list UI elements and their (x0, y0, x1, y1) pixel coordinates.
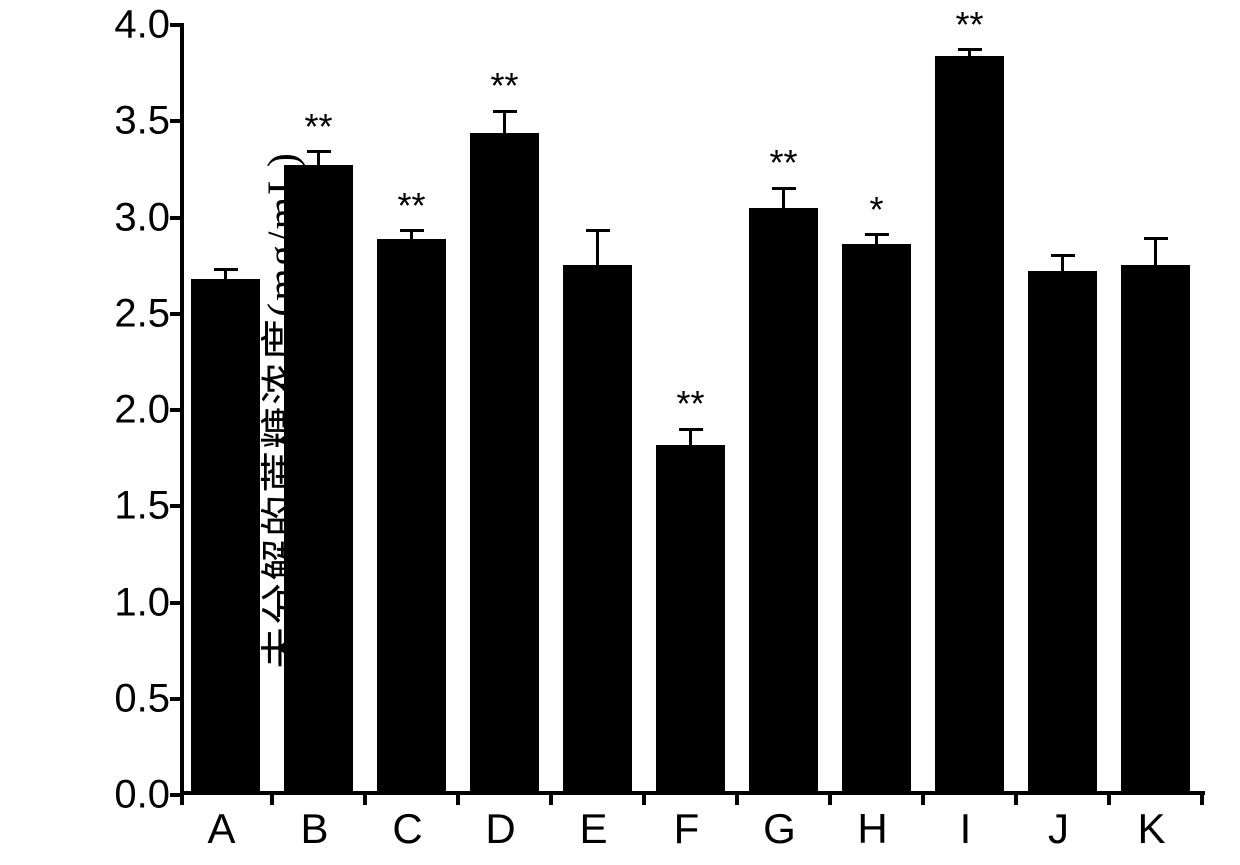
error-bar-cap (865, 233, 889, 236)
x-tick-label: H (857, 805, 887, 853)
significance-label: ** (304, 106, 332, 148)
y-tick-mark (170, 119, 184, 123)
significance-label: ** (676, 383, 704, 425)
error-bar-cap (958, 48, 982, 51)
bar (842, 244, 911, 791)
y-tick-mark (170, 504, 184, 508)
x-tick-label: B (300, 805, 328, 853)
bar (1121, 265, 1190, 791)
x-tick-mark (270, 791, 274, 805)
error-bar-stem (782, 188, 785, 207)
x-tick-mark (1200, 791, 1204, 805)
error-bar-stem (503, 111, 506, 132)
x-tick-label: I (960, 805, 972, 853)
y-tick-mark (170, 697, 184, 701)
error-bar-cap (586, 229, 610, 232)
plot-area: ************* (180, 25, 1205, 795)
significance-label: ** (490, 65, 518, 107)
bar (284, 165, 353, 791)
significance-label: * (869, 189, 883, 231)
y-tick-label: 0.5 (90, 676, 170, 721)
x-tick-mark (642, 791, 646, 805)
bar-chart: 未分解的蔗糖浓度(mg/mL) ************* (0, 0, 1240, 865)
bar (656, 445, 725, 792)
bar (749, 208, 818, 791)
error-bar-cap (214, 268, 238, 271)
x-tick-label: F (674, 805, 700, 853)
y-tick-label: 3.5 (90, 99, 170, 144)
bar (470, 133, 539, 791)
y-tick-label: 1.5 (90, 484, 170, 529)
significance-label: ** (955, 4, 983, 46)
significance-label: ** (769, 142, 797, 184)
error-bar-stem (596, 231, 599, 266)
y-tick-mark (170, 408, 184, 412)
y-tick-mark (170, 312, 184, 316)
x-tick-mark (1107, 791, 1111, 805)
error-bar-cap (1051, 254, 1075, 257)
error-bar-cap (1144, 237, 1168, 240)
y-tick-label: 3.0 (90, 195, 170, 240)
y-tick-label: 2.5 (90, 291, 170, 336)
bar (377, 239, 446, 791)
x-tick-mark (180, 791, 184, 805)
error-bar-cap (679, 428, 703, 431)
error-bar-stem (689, 429, 692, 444)
y-tick-mark (170, 601, 184, 605)
x-tick-mark (921, 791, 925, 805)
x-tick-label: K (1137, 805, 1165, 853)
error-bar-stem (317, 152, 320, 165)
x-tick-label: C (392, 805, 422, 853)
bar (191, 279, 260, 791)
error-bar-stem (1061, 256, 1064, 271)
y-tick-label: 1.0 (90, 580, 170, 625)
error-bar-cap (772, 187, 796, 190)
x-tick-label: A (207, 805, 235, 853)
x-tick-mark (549, 791, 553, 805)
y-tick-label: 0.0 (90, 773, 170, 818)
bar (935, 56, 1004, 791)
y-tick-label: 2.0 (90, 388, 170, 433)
x-tick-label: J (1048, 805, 1069, 853)
error-bar-cap (307, 150, 331, 153)
x-tick-mark (828, 791, 832, 805)
x-tick-label: E (579, 805, 607, 853)
error-bar-stem (1154, 239, 1157, 266)
x-tick-mark (735, 791, 739, 805)
error-bar-cap (493, 110, 517, 113)
y-tick-mark (170, 23, 184, 27)
x-tick-label: G (763, 805, 796, 853)
bar (563, 265, 632, 791)
x-tick-mark (1014, 791, 1018, 805)
y-tick-label: 4.0 (90, 3, 170, 48)
bar (1028, 271, 1097, 791)
x-tick-label: D (485, 805, 515, 853)
error-bar-cap (400, 229, 424, 232)
significance-label: ** (397, 185, 425, 227)
x-tick-mark (363, 791, 367, 805)
x-tick-mark (456, 791, 460, 805)
y-tick-mark (170, 216, 184, 220)
